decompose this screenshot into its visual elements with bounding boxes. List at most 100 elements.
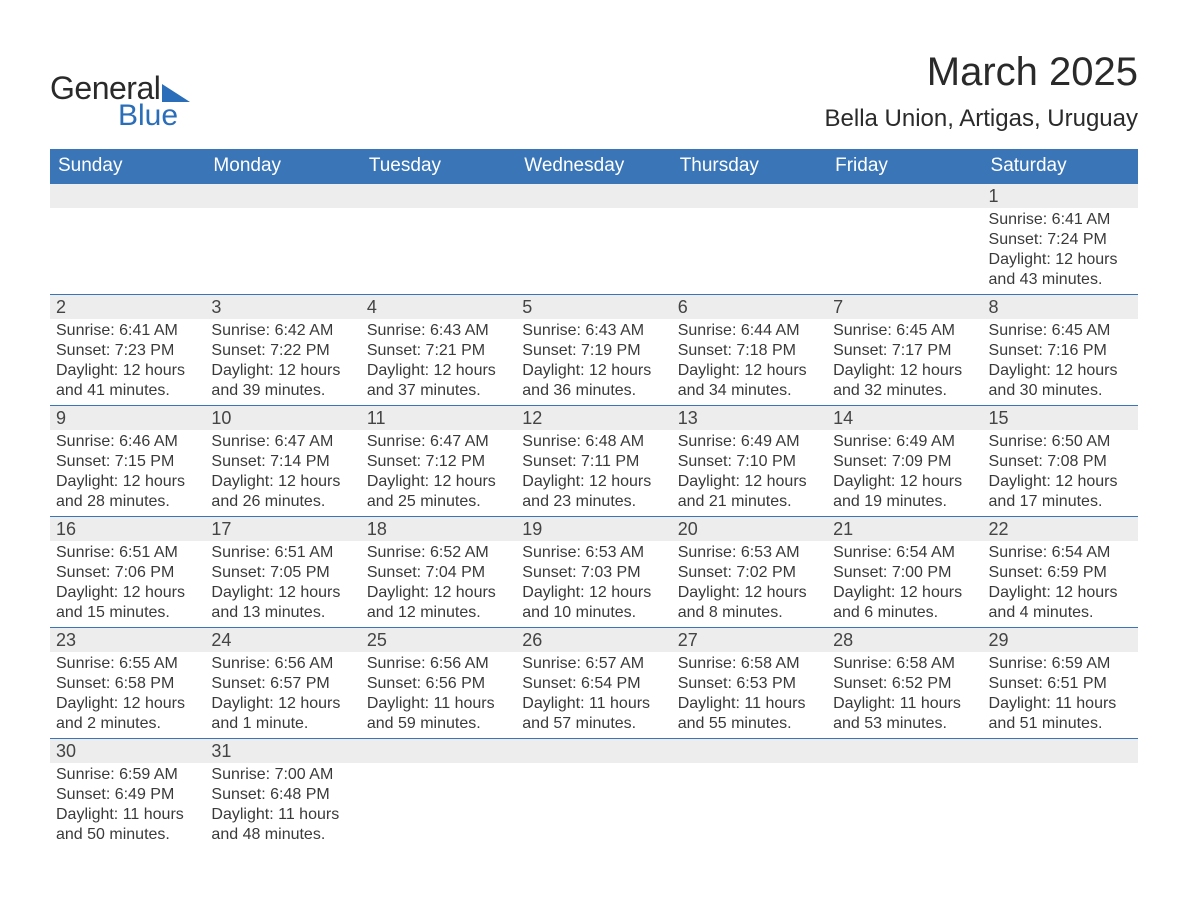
sunrise-text: Sunrise: 6:44 AM [678, 321, 821, 341]
title-block: March 2025 Bella Union, Artigas, Uruguay [825, 50, 1139, 133]
sunset-text: Sunset: 6:58 PM [56, 674, 199, 694]
daylight-text: Daylight: 11 hours and 53 minutes. [833, 694, 976, 734]
day-body [205, 208, 360, 214]
day-cell [516, 739, 671, 849]
sunrise-text: Sunrise: 6:43 AM [522, 321, 665, 341]
day-cell: 28Sunrise: 6:58 AMSunset: 6:52 PMDayligh… [827, 628, 982, 738]
day-number [205, 184, 360, 208]
day-cell: 9Sunrise: 6:46 AMSunset: 7:15 PMDaylight… [50, 406, 205, 516]
day-cell: 8Sunrise: 6:45 AMSunset: 7:16 PMDaylight… [983, 295, 1138, 405]
day-number: 4 [361, 295, 516, 319]
daylight-text: Daylight: 12 hours and 36 minutes. [522, 361, 665, 401]
day-body [516, 763, 671, 769]
day-number: 3 [205, 295, 360, 319]
day-cell: 3Sunrise: 6:42 AMSunset: 7:22 PMDaylight… [205, 295, 360, 405]
sunset-text: Sunset: 7:08 PM [989, 452, 1132, 472]
day-body: Sunrise: 6:55 AMSunset: 6:58 PMDaylight:… [50, 652, 205, 738]
day-cell [516, 184, 671, 294]
sunrise-text: Sunrise: 6:51 AM [211, 543, 354, 563]
day-number: 11 [361, 406, 516, 430]
day-body: Sunrise: 6:51 AMSunset: 7:05 PMDaylight:… [205, 541, 360, 627]
day-cell: 2Sunrise: 6:41 AMSunset: 7:23 PMDaylight… [50, 295, 205, 405]
daylight-text: Daylight: 12 hours and 28 minutes. [56, 472, 199, 512]
sunrise-text: Sunrise: 6:43 AM [367, 321, 510, 341]
day-cell: 20Sunrise: 6:53 AMSunset: 7:02 PMDayligh… [672, 517, 827, 627]
location-text: Bella Union, Artigas, Uruguay [825, 105, 1139, 133]
day-number: 29 [983, 628, 1138, 652]
day-cell: 5Sunrise: 6:43 AMSunset: 7:19 PMDaylight… [516, 295, 671, 405]
daylight-text: Daylight: 12 hours and 25 minutes. [367, 472, 510, 512]
daylight-text: Daylight: 12 hours and 10 minutes. [522, 583, 665, 623]
day-body [516, 208, 671, 214]
day-number: 25 [361, 628, 516, 652]
day-body: Sunrise: 6:58 AMSunset: 6:53 PMDaylight:… [672, 652, 827, 738]
daylight-text: Daylight: 11 hours and 48 minutes. [211, 805, 354, 845]
daylight-text: Daylight: 12 hours and 21 minutes. [678, 472, 821, 512]
day-body: Sunrise: 6:41 AMSunset: 7:24 PMDaylight:… [983, 208, 1138, 294]
day-number [516, 184, 671, 208]
daylight-text: Daylight: 11 hours and 55 minutes. [678, 694, 821, 734]
day-number: 5 [516, 295, 671, 319]
day-number: 12 [516, 406, 671, 430]
day-number [672, 739, 827, 763]
daylight-text: Daylight: 12 hours and 1 minute. [211, 694, 354, 734]
day-body: Sunrise: 6:54 AMSunset: 6:59 PMDaylight:… [983, 541, 1138, 627]
sunset-text: Sunset: 7:02 PM [678, 563, 821, 583]
sunrise-text: Sunrise: 6:49 AM [678, 432, 821, 452]
day-cell [983, 739, 1138, 849]
day-body: Sunrise: 6:46 AMSunset: 7:15 PMDaylight:… [50, 430, 205, 516]
day-number: 22 [983, 517, 1138, 541]
day-header-thursday: Thursday [672, 149, 827, 183]
daylight-text: Daylight: 12 hours and 39 minutes. [211, 361, 354, 401]
sunset-text: Sunset: 7:00 PM [833, 563, 976, 583]
day-body: Sunrise: 6:45 AMSunset: 7:16 PMDaylight:… [983, 319, 1138, 405]
sunrise-text: Sunrise: 6:42 AM [211, 321, 354, 341]
day-number: 10 [205, 406, 360, 430]
day-cell: 17Sunrise: 6:51 AMSunset: 7:05 PMDayligh… [205, 517, 360, 627]
day-number: 28 [827, 628, 982, 652]
day-cell: 13Sunrise: 6:49 AMSunset: 7:10 PMDayligh… [672, 406, 827, 516]
day-cell: 14Sunrise: 6:49 AMSunset: 7:09 PMDayligh… [827, 406, 982, 516]
day-body: Sunrise: 6:43 AMSunset: 7:19 PMDaylight:… [516, 319, 671, 405]
day-number: 23 [50, 628, 205, 652]
sunrise-text: Sunrise: 7:00 AM [211, 765, 354, 785]
header: General Blue March 2025 Bella Union, Art… [50, 50, 1138, 133]
day-body: Sunrise: 6:52 AMSunset: 7:04 PMDaylight:… [361, 541, 516, 627]
daylight-text: Daylight: 11 hours and 57 minutes. [522, 694, 665, 734]
day-cell [827, 184, 982, 294]
daylight-text: Daylight: 12 hours and 32 minutes. [833, 361, 976, 401]
sunrise-text: Sunrise: 6:53 AM [678, 543, 821, 563]
day-number: 19 [516, 517, 671, 541]
sunrise-text: Sunrise: 6:56 AM [211, 654, 354, 674]
sunset-text: Sunset: 7:03 PM [522, 563, 665, 583]
day-number: 15 [983, 406, 1138, 430]
daylight-text: Daylight: 12 hours and 15 minutes. [56, 583, 199, 623]
sunset-text: Sunset: 6:54 PM [522, 674, 665, 694]
day-body: Sunrise: 7:00 AMSunset: 6:48 PMDaylight:… [205, 763, 360, 849]
day-cell: 15Sunrise: 6:50 AMSunset: 7:08 PMDayligh… [983, 406, 1138, 516]
sunrise-text: Sunrise: 6:49 AM [833, 432, 976, 452]
day-number [516, 739, 671, 763]
day-body: Sunrise: 6:44 AMSunset: 7:18 PMDaylight:… [672, 319, 827, 405]
day-number: 20 [672, 517, 827, 541]
day-body [983, 763, 1138, 769]
day-body: Sunrise: 6:56 AMSunset: 6:57 PMDaylight:… [205, 652, 360, 738]
daylight-text: Daylight: 12 hours and 12 minutes. [367, 583, 510, 623]
logo-text-blue: Blue [118, 99, 190, 133]
day-cell: 23Sunrise: 6:55 AMSunset: 6:58 PMDayligh… [50, 628, 205, 738]
day-cell: 22Sunrise: 6:54 AMSunset: 6:59 PMDayligh… [983, 517, 1138, 627]
day-number [983, 739, 1138, 763]
day-number [827, 184, 982, 208]
day-body: Sunrise: 6:43 AMSunset: 7:21 PMDaylight:… [361, 319, 516, 405]
day-body: Sunrise: 6:59 AMSunset: 6:51 PMDaylight:… [983, 652, 1138, 738]
sunrise-text: Sunrise: 6:41 AM [56, 321, 199, 341]
day-number: 16 [50, 517, 205, 541]
day-number [361, 739, 516, 763]
day-number [827, 739, 982, 763]
day-cell [361, 184, 516, 294]
sunset-text: Sunset: 7:21 PM [367, 341, 510, 361]
day-body [361, 208, 516, 214]
sunrise-text: Sunrise: 6:51 AM [56, 543, 199, 563]
day-body: Sunrise: 6:45 AMSunset: 7:17 PMDaylight:… [827, 319, 982, 405]
day-body: Sunrise: 6:54 AMSunset: 7:00 PMDaylight:… [827, 541, 982, 627]
